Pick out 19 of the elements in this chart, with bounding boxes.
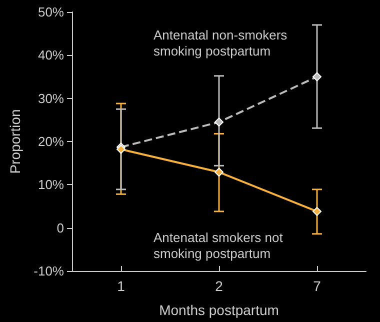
y-tick-label: 40% [38,48,64,63]
x-tick-label: 1 [117,278,126,294]
x-tick-label: 2 [215,278,224,294]
y-tick-label: 0 [56,220,64,236]
point [312,72,322,82]
text: Antenatal smokers not smoking postpartum [154,230,286,261]
x-tick-label: 7 [313,278,322,294]
text: Antenatal non-smokers smoking postpartum [154,27,291,58]
point [116,144,126,154]
y-tick-label: -10% [34,264,64,278]
y-axis-title: Proportion [7,109,23,174]
x-axis-title: Months postpartum [159,302,279,318]
y-tick-label: 50% [38,4,64,20]
y-tick-label: 10% [38,177,64,192]
point [312,206,322,216]
point [214,168,224,177]
y-tick-label: 20% [38,134,64,149]
point [214,118,224,127]
y-tick-label: 30% [38,90,64,106]
